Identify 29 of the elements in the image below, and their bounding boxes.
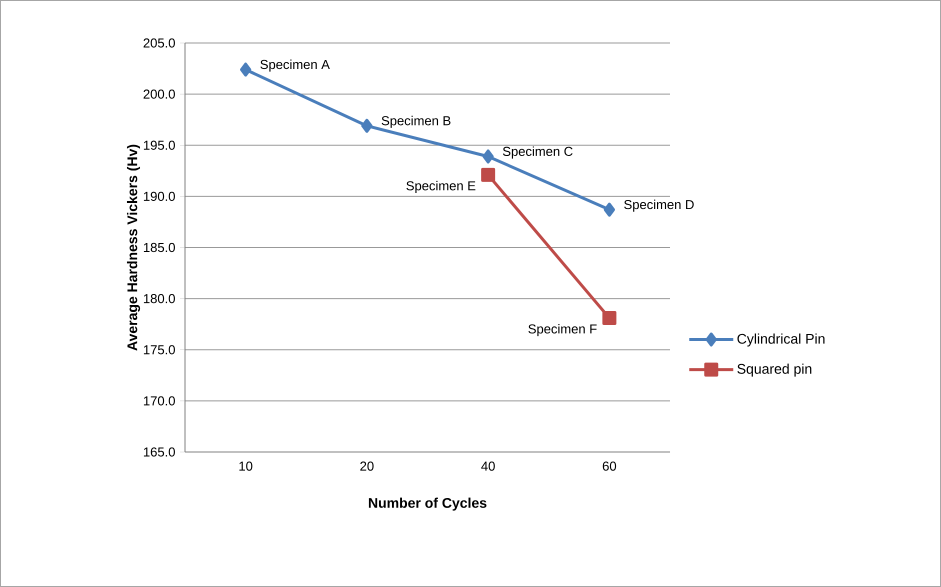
point [361, 118, 373, 133]
annotation: Specimen E [406, 180, 476, 193]
y-tick-label: 190.0 [144, 192, 175, 201]
y-tick-label: 170.0 [144, 396, 175, 406]
x-tick-label: 10 [239, 462, 252, 471]
annotation: Specimen A [260, 60, 330, 72]
y-tick-label: 165.0 [144, 447, 175, 457]
y-tick-label: 195.0 [144, 140, 175, 150]
y-axis-title: Average Hardness Vickers (Hv) [126, 144, 140, 351]
y-tick-label: 200.0 [144, 90, 175, 99]
annotation: Specimen B [382, 116, 450, 128]
legend-label: Cylindrical Pin [737, 333, 824, 347]
annotation: Specimen F [528, 324, 597, 336]
y-tick-label: 180.0 [144, 294, 175, 304]
point [482, 150, 494, 164]
x-tick-label: 20 [360, 462, 374, 471]
x-tick-label: 60 [602, 462, 616, 471]
y-tick-label: 205.0 [144, 38, 175, 48]
x-axis-title: Number of Cycles [368, 498, 486, 511]
point [481, 168, 496, 182]
point [602, 311, 616, 326]
x-tick-label: 40 [481, 462, 495, 471]
y-tick-label: 175.0 [144, 345, 175, 354]
point [604, 202, 616, 217]
annotation: Specimen C [502, 146, 573, 159]
point [240, 62, 252, 77]
legend-label: Squared pin [737, 364, 812, 377]
y-tick-label: 185.0 [144, 242, 175, 252]
annotation: Specimen D [624, 200, 694, 212]
